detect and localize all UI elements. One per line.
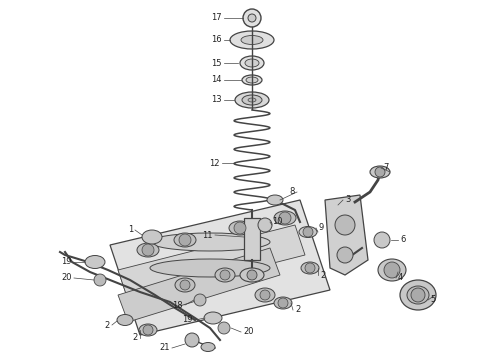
Ellipse shape [230, 31, 274, 49]
Circle shape [305, 263, 315, 273]
Text: 8: 8 [290, 188, 295, 197]
Ellipse shape [246, 77, 258, 83]
Ellipse shape [235, 92, 269, 108]
Circle shape [143, 325, 153, 335]
Circle shape [384, 262, 400, 278]
Text: 1: 1 [128, 225, 133, 234]
Ellipse shape [267, 195, 283, 205]
Ellipse shape [204, 312, 222, 324]
Circle shape [185, 333, 199, 347]
Text: 11: 11 [202, 230, 213, 239]
Text: 12: 12 [210, 158, 220, 167]
Circle shape [303, 227, 313, 237]
Circle shape [142, 244, 154, 256]
Circle shape [179, 234, 191, 246]
Ellipse shape [241, 36, 263, 45]
FancyBboxPatch shape [244, 218, 260, 260]
Polygon shape [118, 248, 280, 322]
Ellipse shape [142, 230, 162, 244]
Text: 15: 15 [212, 58, 222, 68]
Circle shape [375, 167, 385, 177]
Polygon shape [118, 225, 305, 300]
Circle shape [234, 222, 246, 234]
Ellipse shape [242, 95, 262, 105]
Ellipse shape [85, 256, 105, 269]
Ellipse shape [240, 268, 264, 282]
Ellipse shape [201, 342, 215, 351]
Text: 2: 2 [295, 306, 300, 315]
Circle shape [260, 290, 270, 300]
Ellipse shape [137, 243, 159, 257]
Text: 13: 13 [211, 95, 222, 104]
Ellipse shape [274, 297, 292, 309]
Text: 7: 7 [383, 163, 389, 172]
Text: 2: 2 [133, 333, 138, 342]
Text: 6: 6 [400, 235, 405, 244]
Ellipse shape [301, 262, 319, 274]
Ellipse shape [229, 221, 251, 235]
Ellipse shape [240, 56, 264, 70]
Circle shape [243, 9, 261, 27]
Text: 18: 18 [172, 301, 183, 310]
Circle shape [220, 270, 230, 280]
Circle shape [194, 294, 206, 306]
Text: 10: 10 [272, 217, 283, 226]
Text: 21: 21 [160, 343, 170, 352]
Text: 2: 2 [105, 320, 110, 329]
Text: 3: 3 [345, 195, 350, 204]
Circle shape [218, 322, 230, 334]
Ellipse shape [175, 278, 195, 292]
Circle shape [374, 232, 390, 248]
Ellipse shape [117, 315, 133, 325]
Circle shape [248, 14, 256, 22]
Ellipse shape [150, 233, 270, 251]
Text: 16: 16 [211, 36, 222, 45]
Ellipse shape [400, 280, 436, 310]
Ellipse shape [215, 268, 235, 282]
Circle shape [94, 274, 106, 286]
Circle shape [279, 212, 291, 224]
Ellipse shape [150, 259, 270, 277]
Ellipse shape [407, 286, 429, 304]
Ellipse shape [255, 288, 275, 302]
Text: 5: 5 [430, 296, 435, 305]
Ellipse shape [139, 324, 157, 336]
Text: 20: 20 [243, 328, 253, 337]
Text: 17: 17 [211, 13, 222, 22]
Ellipse shape [242, 75, 262, 85]
Text: 14: 14 [212, 76, 222, 85]
Circle shape [411, 288, 425, 302]
Ellipse shape [299, 226, 317, 238]
Text: 20: 20 [62, 274, 72, 283]
Ellipse shape [248, 98, 256, 102]
Circle shape [337, 247, 353, 263]
Text: 19: 19 [62, 257, 72, 266]
Polygon shape [325, 195, 368, 275]
Ellipse shape [174, 233, 196, 247]
Polygon shape [110, 200, 330, 335]
Circle shape [258, 218, 272, 232]
Circle shape [247, 270, 257, 280]
Ellipse shape [274, 211, 296, 225]
Text: 4: 4 [398, 274, 403, 283]
Circle shape [180, 280, 190, 290]
Text: 19: 19 [182, 315, 193, 324]
Circle shape [335, 215, 355, 235]
Circle shape [278, 298, 288, 308]
Ellipse shape [370, 166, 390, 178]
Ellipse shape [245, 59, 259, 67]
Text: 2: 2 [320, 270, 325, 279]
Text: 9: 9 [318, 224, 323, 233]
Ellipse shape [378, 259, 406, 281]
